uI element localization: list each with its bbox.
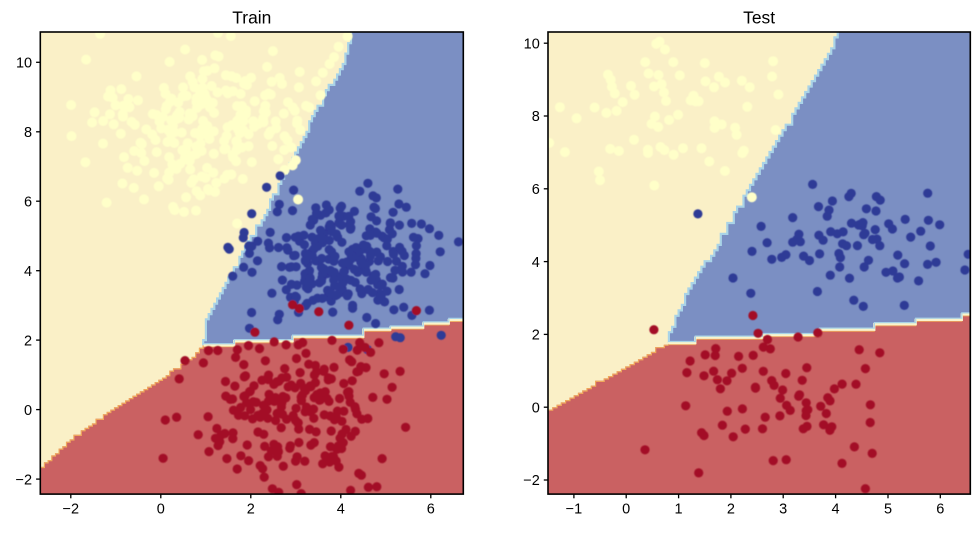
svg-text:4: 4 [532,255,540,271]
svg-text:−2: −2 [523,473,540,489]
svg-text:4: 4 [24,264,32,280]
svg-text:0: 0 [532,400,540,416]
svg-text:0: 0 [622,502,630,518]
svg-text:Train: Train [232,8,271,28]
svg-text:0: 0 [24,403,32,419]
svg-text:2: 2 [532,328,540,344]
svg-text:2: 2 [727,502,735,518]
svg-text:6: 6 [936,502,944,518]
svg-text:2: 2 [247,502,255,518]
svg-text:0: 0 [157,502,165,518]
svg-text:6: 6 [532,182,540,198]
svg-text:1: 1 [675,502,683,518]
svg-text:5: 5 [884,502,892,518]
svg-text:−2: −2 [16,472,33,488]
svg-text:10: 10 [16,56,32,72]
svg-text:6: 6 [427,502,435,518]
svg-text:6: 6 [24,194,32,210]
svg-text:−1: −1 [566,502,583,518]
svg-text:3: 3 [779,502,787,518]
svg-text:Test: Test [743,8,775,28]
svg-text:2: 2 [24,333,32,349]
svg-text:−2: −2 [63,502,80,518]
svg-text:4: 4 [337,502,345,518]
svg-text:10: 10 [524,36,540,52]
svg-text:4: 4 [832,502,840,518]
svg-text:8: 8 [24,125,32,141]
svg-text:8: 8 [532,109,540,125]
